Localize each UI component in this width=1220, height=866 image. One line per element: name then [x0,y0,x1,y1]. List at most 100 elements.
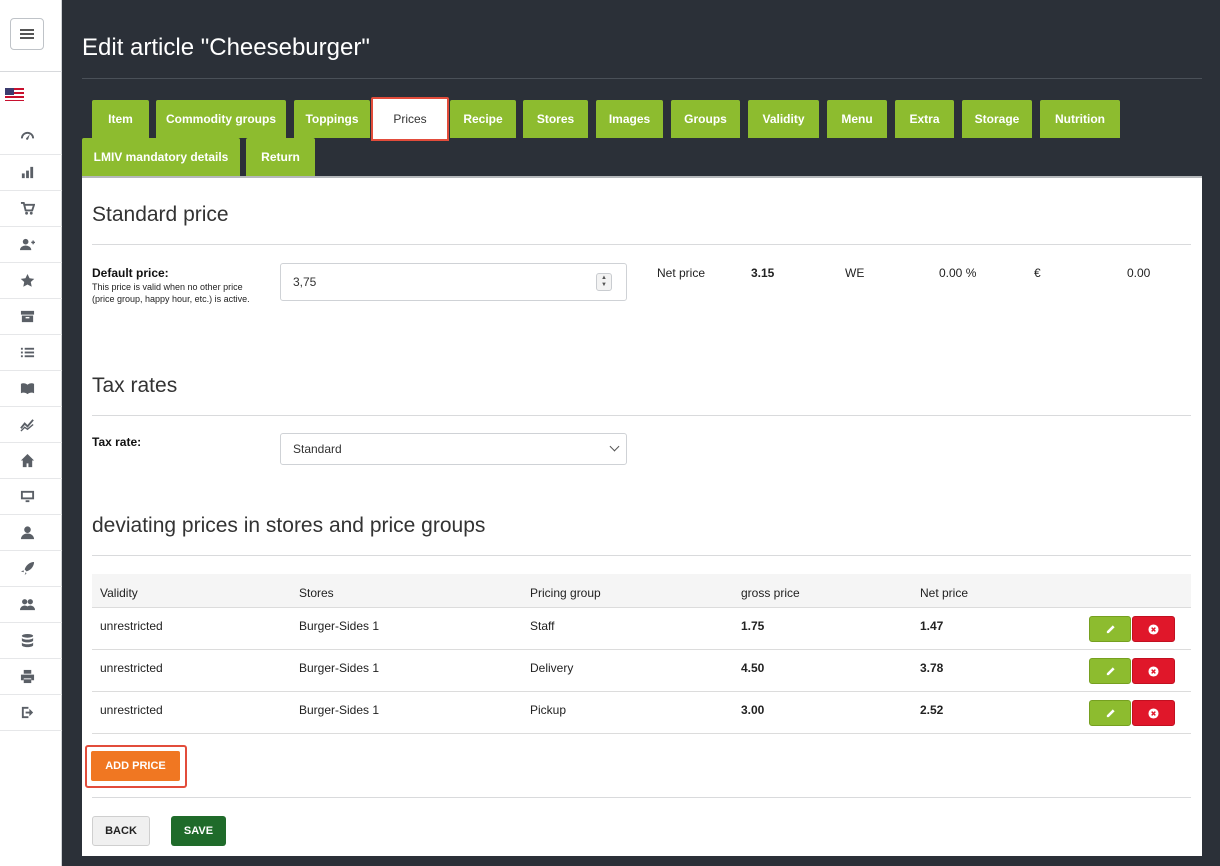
tax-rates-heading: Tax rates [92,374,178,397]
monitor-icon [20,490,35,503]
default-price-help: This price is valid when no other price … [92,282,250,304]
tab-recipe[interactable]: Recipe [450,100,516,138]
bar-chart-icon [21,166,34,179]
deviating-prices-heading: deviating prices in stores and price gro… [92,514,486,537]
edit-button[interactable] [1089,616,1131,642]
back-button[interactable]: BACK [92,816,150,846]
star-icon [20,273,35,287]
sidebar-item-home[interactable] [0,443,62,479]
add-price-highlight: ADD PRICE [85,745,187,788]
hamburger-icon [20,29,34,39]
sidebar-item-print[interactable] [0,659,62,695]
menu-toggle-button[interactable] [10,18,44,50]
tab-extra[interactable]: Extra [895,100,954,138]
sidebar-item-statistics[interactable] [0,155,62,191]
archive-icon [20,310,35,323]
sidebar-item-logout[interactable] [0,695,62,731]
database-icon [21,633,34,648]
tax-rate-label: Tax rate: [92,435,142,449]
tab-lmiv-mandatory-details[interactable]: LMIV mandatory details [82,138,240,176]
table-row: unrestricted Burger-Sides 1 Delivery 4.5… [92,650,1191,692]
tab-toppings[interactable]: Toppings [294,100,370,138]
edit-button[interactable] [1089,700,1131,726]
add-price-button[interactable]: ADD PRICE [91,751,180,781]
divider [92,244,1191,245]
save-button[interactable]: SAVE [171,816,226,846]
net-price-cell: 2.52 [920,703,944,717]
pencil-icon [1106,666,1115,675]
pencil-icon [1106,624,1115,633]
sidebar-item-team[interactable] [0,587,62,623]
delete-button[interactable] [1132,658,1175,684]
tab-return[interactable]: Return [246,138,315,176]
tab-item[interactable]: Item [92,100,149,138]
gross-price-cell: 1.75 [741,619,765,633]
tab-stores[interactable]: Stores [523,100,588,138]
page-title: Edit article "Cheeseburger" [82,34,370,61]
gross-price-cell: 3.00 [741,703,765,717]
us-flag-icon[interactable] [5,88,24,101]
close-circle-icon [1148,707,1159,719]
tab-commodity-groups[interactable]: Commodity groups [156,100,286,138]
pencil-icon [1106,708,1115,717]
pricing-group-cell: Pickup [530,703,567,717]
sidebar-item-profile[interactable] [0,515,62,551]
user-plus-icon [20,238,35,251]
table-row: unrestricted Burger-Sides 1 Pickup 3.00 … [92,692,1191,734]
currency-symbol: € [1034,266,1041,280]
sidebar-item-analytics[interactable] [0,407,62,443]
table-row: unrestricted Burger-Sides 1 Staff 1.75 1… [92,608,1191,650]
rocket-icon [20,561,35,576]
column-header: Stores [299,586,334,600]
divider [92,555,1191,556]
user-icon [20,526,35,540]
sidebar-item-favorites[interactable] [0,263,62,299]
sidebar-item-list[interactable] [0,335,62,371]
store-cell: Burger-Sides 1 [299,661,380,675]
tab-validity[interactable]: Validity [748,100,819,138]
column-header: gross price [741,586,800,600]
tax-rate-select[interactable]: Standard [280,433,627,465]
divider [92,415,1191,416]
default-price-label: Default price: [92,266,169,280]
sidebar-item-launch[interactable] [0,551,62,587]
amount-value: 0.00 [1127,266,1151,280]
sidebar-divider [0,71,62,72]
tab-nutrition[interactable]: Nutrition [1040,100,1120,138]
sidebar-item-dashboard[interactable] [0,119,62,155]
tab-images[interactable]: Images [596,100,663,138]
sidebar-item-book[interactable] [0,371,62,407]
pricing-group-cell: Staff [530,619,555,633]
store-cell: Burger-Sides 1 [299,703,380,717]
sidebar-item-add-user[interactable] [0,227,62,263]
sidebar-item-database[interactable] [0,623,62,659]
sidebar-item-display[interactable] [0,479,62,515]
unit-label: WE [845,266,865,280]
close-circle-icon [1148,623,1159,635]
deviating-prices-table: Validity Stores Pricing group gross pric… [92,574,1191,734]
tab-prices[interactable]: Prices [371,97,449,141]
users-icon [20,599,35,611]
delete-button[interactable] [1132,700,1175,726]
number-spinner-icon[interactable]: ▲ ▼ [596,273,612,291]
column-header: Pricing group [530,586,601,600]
store-cell: Burger-Sides 1 [299,619,380,633]
title-divider [82,78,1202,79]
default-price-input[interactable]: 3,75 ▲ ▼ [280,263,627,301]
tab-storage[interactable]: Storage [962,100,1032,138]
tax-rate-value: Standard [293,442,342,456]
standard-price-heading: Standard price [92,203,229,226]
delete-button[interactable] [1132,616,1175,642]
tab-groups[interactable]: Groups [671,100,740,138]
home-icon [20,453,35,468]
tab-menu[interactable]: Menu [827,100,887,138]
column-header: Net price [920,586,969,600]
cart-icon [20,201,35,215]
net-price-label: Net price [657,266,706,280]
edit-button[interactable] [1089,658,1131,684]
sidebar [0,0,62,866]
pricing-group-cell: Delivery [530,661,574,675]
sidebar-item-archive[interactable] [0,299,62,335]
sidebar-nav [0,119,62,731]
sidebar-item-orders[interactable] [0,191,62,227]
